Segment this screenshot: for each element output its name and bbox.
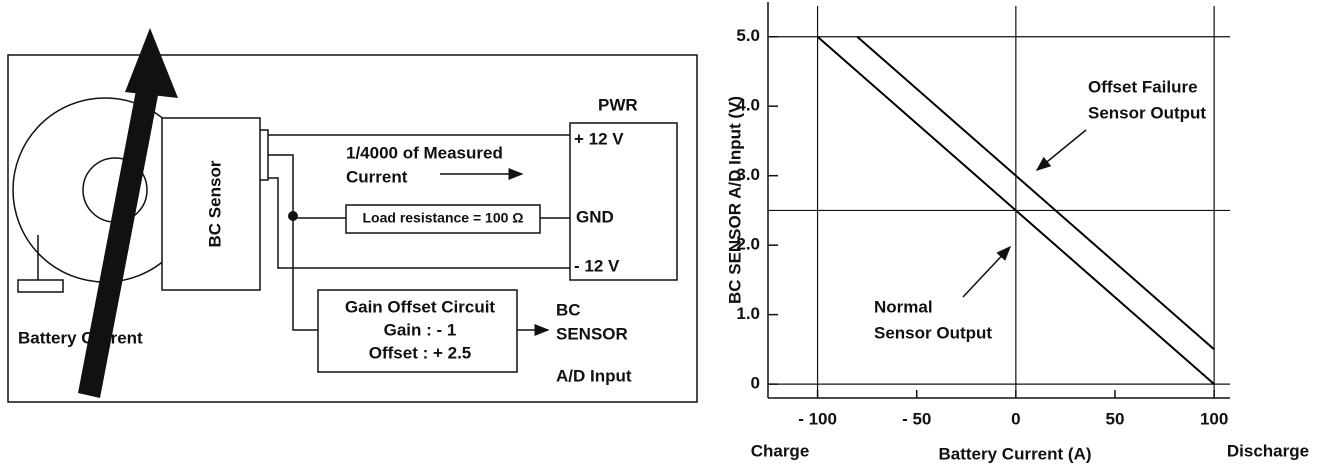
annotation-arrow <box>962 245 1012 298</box>
load-box <box>345 204 541 234</box>
y-tick-label: 1.0 <box>736 304 760 323</box>
x-left-note: Charge <box>751 441 810 460</box>
battery-label: Battery Current <box>18 328 143 347</box>
gain-box <box>317 289 518 373</box>
annotation: Sensor Output <box>1088 103 1206 122</box>
junction <box>288 211 298 221</box>
x-tick-label: 100 <box>1200 409 1228 428</box>
gain-text: Offset : + 2.5 <box>369 343 472 362</box>
current-arrowhead <box>125 28 178 98</box>
series-line <box>856 35 1215 351</box>
annotation: Normal <box>874 297 933 316</box>
y-tick-label: 2.0 <box>736 235 760 254</box>
sensor-box <box>161 117 261 291</box>
frame <box>7 54 698 403</box>
output-label: SENSOR <box>556 324 628 343</box>
power-title: PWR <box>598 95 638 114</box>
current-note: 1/4000 of Measured <box>346 143 503 162</box>
annotation-arrow <box>1035 129 1087 171</box>
output-label: A/D Input <box>556 366 632 385</box>
output-label: BC <box>556 300 581 319</box>
y-axis-label: BC SENSOR A/D Input (V) <box>725 96 744 304</box>
x-tick-label: - 50 <box>902 409 931 428</box>
gain-text: Gain Offset Circuit <box>345 297 496 316</box>
x-tick-label: 50 <box>1106 409 1125 428</box>
current-note: Current <box>346 167 408 186</box>
x-tick-label: - 100 <box>798 409 837 428</box>
series-line <box>816 35 1215 385</box>
y-tick-label: 5.0 <box>736 26 760 45</box>
x-tick-label: 0 <box>1011 409 1020 428</box>
sensor-label: BC Sensor <box>205 160 224 247</box>
load-label: Load resistance = 100 Ω <box>362 210 523 226</box>
y-tick-label: 0 <box>751 374 760 393</box>
wires <box>260 129 570 331</box>
x-right-note: Discharge <box>1227 441 1309 460</box>
coil-base <box>17 235 64 293</box>
power-plus: + 12 V <box>574 129 624 148</box>
annotation: Offset Failure <box>1088 77 1198 96</box>
y-tick-label: 3.0 <box>736 165 760 184</box>
annotation: Sensor Output <box>874 323 992 342</box>
power-gnd: GND <box>576 207 614 226</box>
power-box <box>569 122 678 281</box>
current-arrow <box>78 80 160 398</box>
circuit-diagram: BC Sensor Battery Current PWR + 12 V GND… <box>7 28 698 403</box>
y-tick-label: 4.0 <box>736 96 760 115</box>
gain-text: Gain : - 1 <box>384 320 457 339</box>
power-minus: - 12 V <box>574 256 620 275</box>
x-axis-label: Battery Current (A) <box>938 444 1091 463</box>
